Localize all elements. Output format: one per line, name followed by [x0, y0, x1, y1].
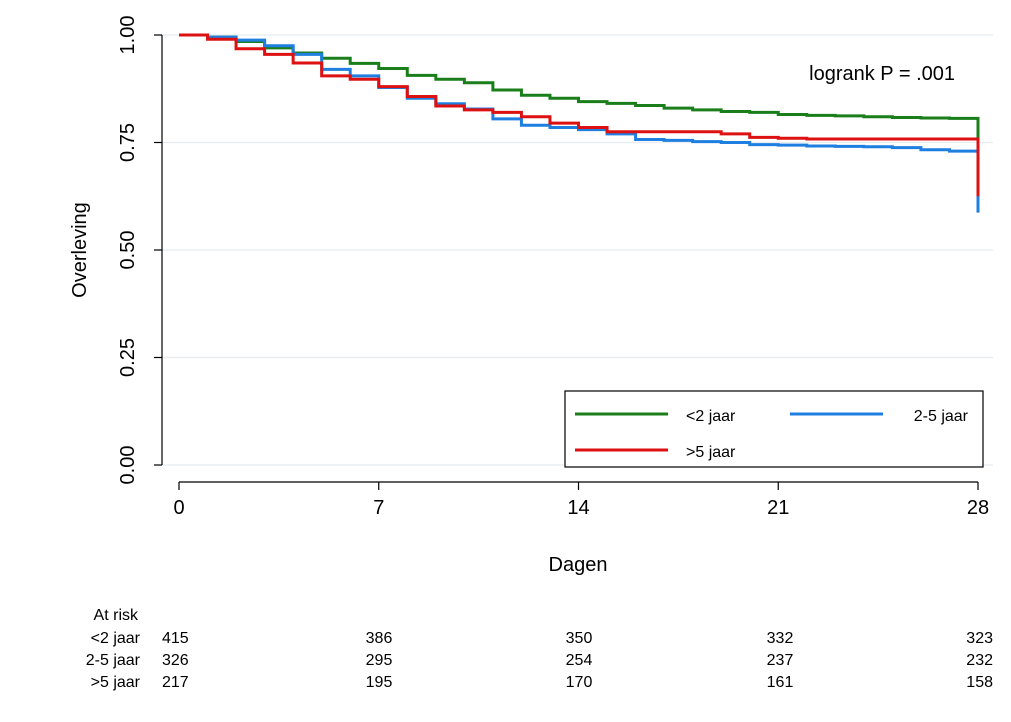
risk-value: 161: [767, 674, 794, 691]
risk-value: 386: [366, 630, 393, 647]
y-tick-label: 0.75: [117, 123, 139, 162]
risk-value: 332: [767, 630, 794, 647]
legend-label: 2-5 jaar: [914, 408, 969, 425]
y-tick-label: 0.25: [117, 338, 139, 377]
y-tick-label: 0.00: [117, 446, 139, 485]
risk-value: 295: [366, 652, 393, 669]
risk-value: 323: [966, 630, 993, 647]
risk-value: 326: [162, 652, 189, 669]
x-tick-label: 21: [767, 497, 789, 519]
risk-table-title: At risk: [94, 607, 139, 624]
risk-row-label: >5 jaar: [91, 674, 141, 691]
y-axis-label: Overleving: [69, 202, 91, 298]
x-tick-label: 14: [567, 497, 589, 519]
axes: 0.00 0.25 0.50 0.75 1.00 0 7 14 21 28: [117, 16, 989, 519]
y-tick-label: 1.00: [117, 16, 139, 55]
legend-label: >5 jaar: [686, 444, 736, 461]
risk-value: 232: [966, 652, 993, 669]
risk-value: 254: [566, 652, 593, 669]
x-tick-label: 7: [373, 497, 384, 519]
y-tick-label: 0.50: [117, 231, 139, 270]
x-tick-label: 28: [967, 497, 989, 519]
risk-table: At risk <2 jaar 415 386 350 332 323 2-5 jaar 326…: [86, 607, 993, 691]
x-axis-label: Dagen: [549, 554, 608, 576]
legend-label: <2 jaar: [686, 408, 736, 425]
risk-value: 415: [162, 630, 189, 647]
risk-value: 237: [767, 652, 794, 669]
risk-value: 350: [566, 630, 593, 647]
risk-value: 195: [366, 674, 393, 691]
legend-box: [564, 390, 984, 468]
legend: <2 jaar 2-5 jaar >5 jaar: [564, 390, 984, 468]
risk-row-label: <2 jaar: [91, 630, 141, 647]
series-lines: [179, 33, 980, 213]
logrank-annotation: logrank P = .001: [809, 63, 955, 85]
risk-row-label: 2-5 jaar: [86, 652, 141, 669]
risk-value: 217: [162, 674, 189, 691]
risk-value: 158: [966, 674, 993, 691]
x-tick-label: 0: [173, 497, 184, 519]
series-line-3: [179, 33, 980, 197]
risk-value: 170: [566, 674, 593, 691]
